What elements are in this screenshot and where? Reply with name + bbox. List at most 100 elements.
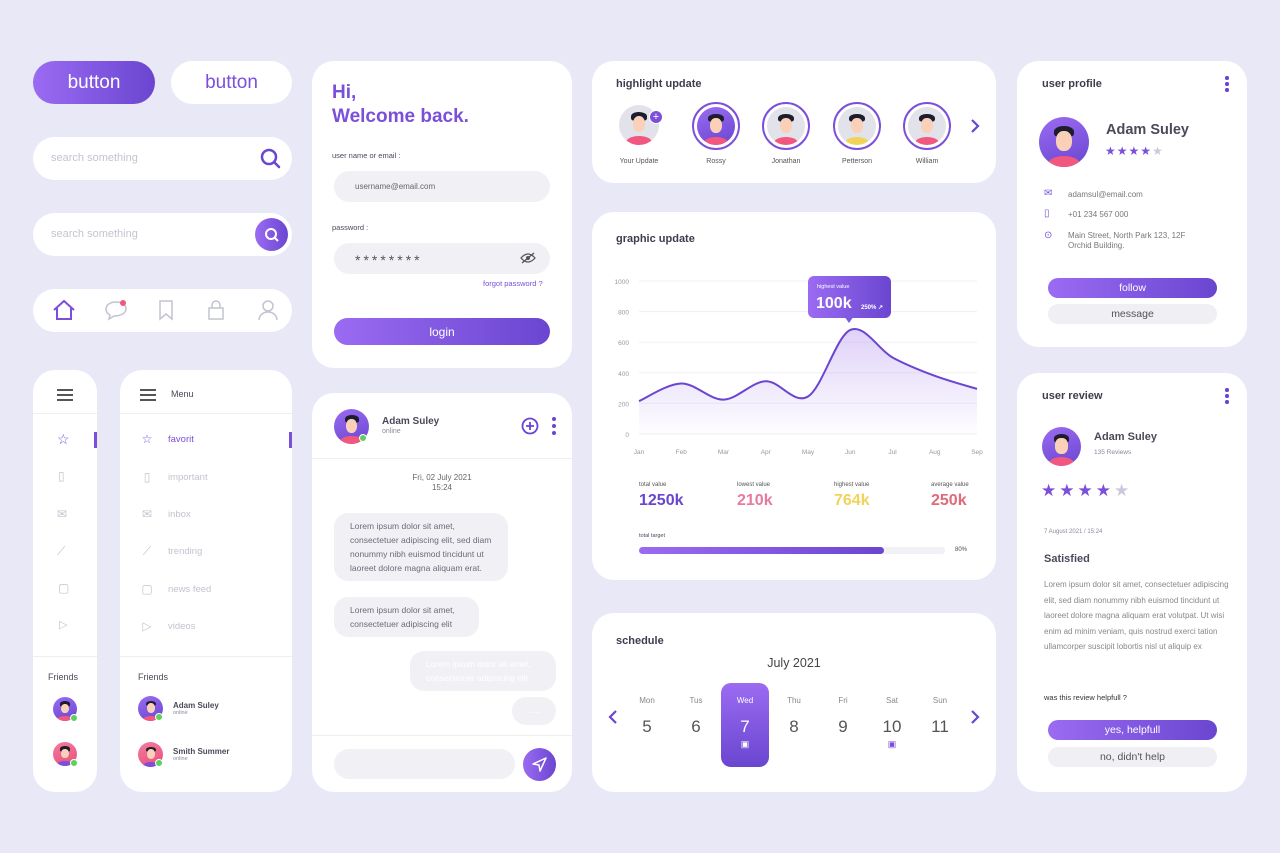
search-placeholder: search something: [51, 152, 138, 164]
day-wed[interactable]: Wed 7 ▣: [721, 683, 769, 767]
day-thu[interactable]: Thu 8: [770, 683, 818, 767]
online-indicator: [155, 713, 163, 721]
stat-highest: highest value 764k: [834, 482, 870, 510]
sidebar-item-important[interactable]: ▯ important: [120, 465, 292, 489]
story-name: William: [915, 158, 939, 165]
day-number: 7: [740, 717, 750, 736]
send-button[interactable]: [523, 748, 556, 781]
stat-value: 210k: [737, 492, 773, 509]
username-field[interactable]: username@email.com: [334, 171, 550, 202]
user-label: user name or email :: [332, 151, 401, 160]
stat-average: average value 250k: [931, 482, 969, 510]
login-button[interactable]: login: [334, 318, 550, 345]
friend-item[interactable]: Adam Suley online: [138, 696, 288, 724]
more-icon[interactable]: [1225, 388, 1229, 404]
greeting: Hi,: [332, 82, 357, 103]
search-button[interactable]: [255, 218, 288, 251]
add-icon[interactable]: [521, 417, 539, 435]
sidebar-item-news-feed[interactable]: ▢ news feed: [120, 577, 292, 601]
bookmark-icon: ▯: [143, 470, 151, 484]
day-name: Mon: [639, 696, 655, 705]
sidebar-item-trending[interactable]: ⟋ trending: [120, 539, 292, 563]
highlight-card: highlight update + Your Update Rossy Jon…: [592, 61, 996, 183]
stat-lowest: lowest value 210k: [737, 482, 773, 510]
schedule-month: July 2021: [767, 656, 821, 670]
user-icon[interactable]: [257, 299, 279, 321]
day-mon[interactable]: Mon 5: [623, 683, 671, 767]
message-received: Lorem ipsum dolor sit amet, consectetuer…: [334, 513, 508, 581]
news-icon[interactable]: ▢: [58, 581, 70, 595]
play-icon[interactable]: ▷: [59, 619, 68, 631]
calendar-event-icon: ▣: [887, 739, 897, 749]
avatar: [767, 107, 805, 145]
password-field[interactable]: ********: [334, 243, 550, 274]
chart-area: [639, 328, 977, 434]
online-indicator: [155, 759, 163, 767]
sidebar-item-label: news feed: [168, 583, 212, 595]
tooltip-change: 250% ↗: [861, 305, 884, 311]
trend-icon[interactable]: ⟋: [57, 544, 66, 558]
chevron-right-icon[interactable]: [969, 118, 981, 134]
sidebar-item-inbox[interactable]: ✉ inbox: [120, 502, 292, 526]
day-number: 9: [838, 717, 848, 736]
story-name: Rossy: [706, 158, 726, 165]
star-icon: ★: [1059, 481, 1078, 500]
story-jonathan[interactable]: [762, 102, 810, 150]
home-icon[interactable]: [52, 299, 76, 321]
search-icon[interactable]: [260, 148, 282, 170]
eye-off-icon[interactable]: [520, 252, 536, 264]
story-petterson[interactable]: [833, 102, 881, 150]
friend-name: Smith Summer: [173, 747, 230, 756]
more-icon[interactable]: [1225, 76, 1229, 92]
sidebar-item-favorit[interactable]: ☆ favorit: [120, 427, 292, 451]
profile-card: user profile Adam Suley ★★★★★: [1017, 61, 1247, 347]
avatar[interactable]: [53, 742, 77, 766]
y-tick-label: 1000: [615, 279, 630, 286]
target-progress: [639, 547, 945, 554]
y-tick-label: 200: [618, 401, 629, 408]
helpful-yes-button[interactable]: yes, helpfull: [1048, 720, 1217, 740]
filled-button[interactable]: button: [33, 61, 155, 104]
menu-icon[interactable]: [140, 389, 156, 401]
stat-label: average value: [931, 482, 969, 488]
target-percent: 80%: [955, 547, 968, 553]
story-william[interactable]: [903, 102, 951, 150]
search-input[interactable]: search something: [33, 137, 292, 180]
mail-icon: ✉: [1044, 188, 1053, 199]
star-icon[interactable]: ☆: [57, 431, 70, 447]
friend-item[interactable]: Smith Summer online: [138, 742, 288, 770]
bookmark-icon[interactable]: [157, 299, 175, 321]
menu-label: Menu: [171, 389, 194, 399]
profile-address: Main Street, North Park 123, 12F Orchid B…: [1068, 231, 1185, 251]
add-story-icon[interactable]: +: [649, 110, 663, 124]
day-sat[interactable]: Sat 10 ▣: [868, 683, 916, 767]
y-tick-label: 800: [618, 310, 629, 317]
review-count: 135 Reviews: [1094, 449, 1132, 456]
follow-button[interactable]: follow: [1048, 278, 1217, 298]
day-tus[interactable]: Tus 6: [672, 683, 720, 767]
day-fri[interactable]: Fri 9: [819, 683, 867, 767]
menu-icon[interactable]: [57, 389, 73, 401]
chat-icon[interactable]: [104, 299, 128, 321]
outline-button[interactable]: button: [171, 61, 292, 104]
message-typing: .....: [512, 697, 556, 725]
search-input-2[interactable]: search something: [33, 213, 292, 256]
star-icon: ☆: [141, 432, 153, 446]
chevron-right-icon[interactable]: [969, 709, 981, 725]
mail-icon[interactable]: ✉: [57, 507, 68, 521]
message-input[interactable]: [334, 749, 515, 779]
sidebar-item-videos[interactable]: ▷ videos: [120, 614, 292, 638]
message-received: Lorem ipsum dolor sit amet, consectetuer…: [334, 597, 479, 637]
helpful-no-button[interactable]: no, didn't help: [1048, 747, 1217, 767]
day-sun[interactable]: Sun 11: [916, 683, 964, 767]
message-button[interactable]: message: [1048, 304, 1217, 324]
address-line: Orchid Building.: [1068, 241, 1125, 250]
review-date: 7 August 2021 / 15:24: [1044, 529, 1103, 535]
chevron-left-icon[interactable]: [607, 709, 619, 725]
bookmark-icon[interactable]: ▯: [58, 469, 65, 483]
story-rossy[interactable]: [692, 102, 740, 150]
rating-stars: ★★★★★: [1105, 144, 1164, 158]
bag-icon[interactable]: [206, 299, 226, 321]
forgot-password-link[interactable]: forgot password ?: [483, 279, 543, 288]
more-icon[interactable]: [552, 417, 556, 435]
